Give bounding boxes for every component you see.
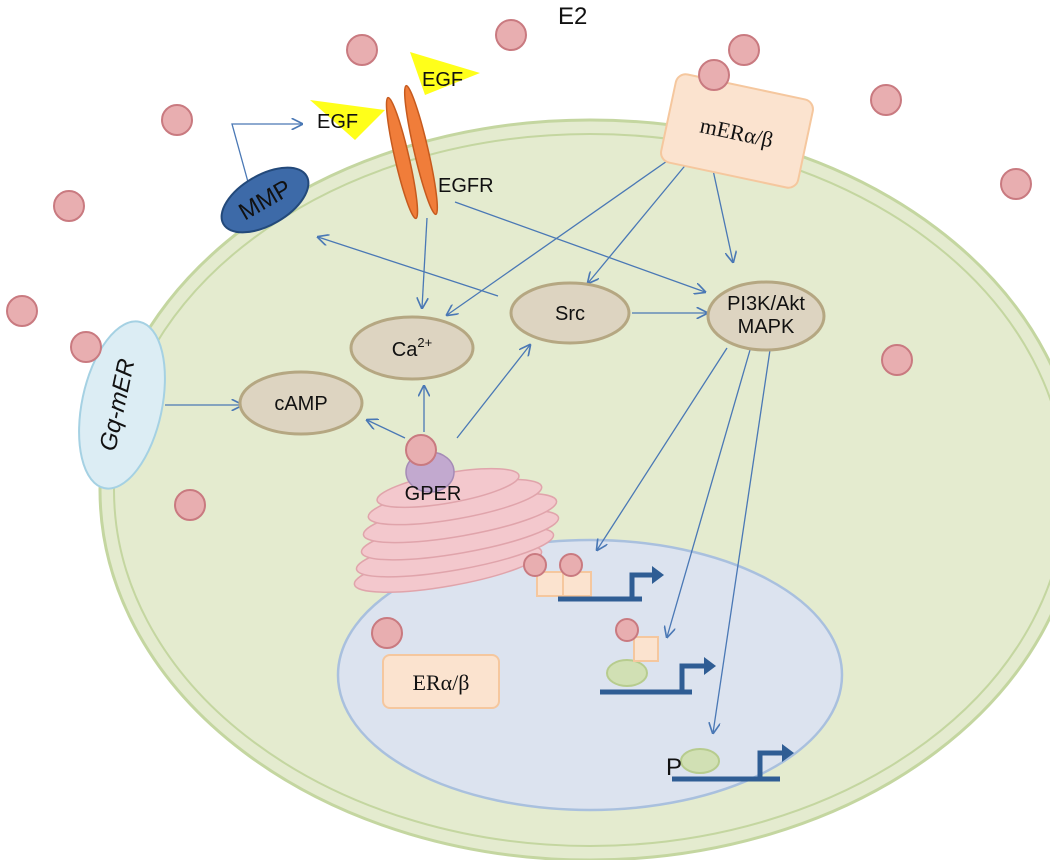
nuclear-er-box [382, 654, 500, 709]
egfr-label: EGFR [438, 175, 494, 197]
e2-molecule [728, 34, 760, 66]
arrow-egfr-to-pi3k [454, 201, 705, 292]
arrow-mer-to-src [588, 155, 694, 283]
e2-molecule [346, 34, 378, 66]
pi3k-mapk-node [706, 280, 826, 352]
gq-mer-receptor [78, 320, 166, 490]
e2-molecule [523, 553, 547, 577]
calcium-label-main: Ca [392, 339, 418, 361]
e2-molecule [161, 104, 193, 136]
arrow-src-to-mmp [318, 237, 499, 297]
arrow-mer-to-ca [447, 151, 681, 315]
pi3k-label-line2: MAPK [738, 316, 795, 338]
mmp-enzyme [220, 166, 310, 234]
nucleus [336, 538, 844, 812]
gene-tethered-complex [600, 636, 716, 695]
gper-label: GPER [405, 483, 462, 505]
phospho-label: P [666, 754, 682, 781]
egf-ligand-right [410, 52, 480, 95]
e2-molecule [53, 190, 85, 222]
e2-label: E2 [558, 3, 587, 30]
e2-molecule [70, 331, 102, 363]
e2-molecule [559, 553, 583, 577]
signaling-arrows [165, 124, 771, 733]
e2-molecule [405, 434, 437, 466]
e2-molecule [1000, 168, 1032, 200]
arrow-mer-to-pi3k [712, 169, 733, 262]
gene-phosphorylated-tf [672, 744, 794, 782]
calcium-label-superscript: 2+ [417, 335, 432, 350]
arrow-pi3k-to-gene2 [667, 349, 751, 637]
e2-molecules [6, 19, 1032, 649]
gene-er-dimer-complex [536, 566, 664, 602]
egf-label-left: EGF [317, 111, 358, 133]
cell-membrane-inner [113, 133, 1050, 847]
camp-node [238, 370, 364, 436]
egfr-receptor [385, 84, 439, 220]
pi3k-label-line1: PI3K/Akt [727, 293, 805, 315]
arrow-pi3k-to-gene3 [713, 349, 771, 733]
arrow-gper-to-camp [367, 420, 406, 439]
e2-molecule [698, 59, 730, 91]
arrow-egfr-to-ca [422, 217, 427, 308]
camp-label: cAMP [274, 393, 327, 415]
egf-label-right: EGF [422, 69, 463, 91]
nuclear-er-label: ERα/β [413, 670, 470, 695]
endoplasmic-reticulum [353, 467, 560, 593]
calcium-label: Ca2+ [392, 335, 432, 361]
e2-molecule [6, 295, 38, 327]
src-node [509, 281, 631, 345]
e2-molecule [615, 618, 639, 642]
src-label: Src [555, 303, 585, 325]
arrow-gper-to-src [456, 345, 530, 439]
e2-molecule [495, 19, 527, 51]
mer-receptor-box [660, 73, 814, 189]
e2-molecule [881, 344, 913, 376]
e2-molecule [174, 489, 206, 521]
e2-molecule [371, 617, 403, 649]
arrow-mmp-to-egf [231, 124, 302, 183]
calcium-node [349, 315, 475, 381]
egf-ligand-left [310, 100, 385, 140]
arrow-pi3k-to-gene1 [597, 347, 728, 550]
e2-molecule [870, 84, 902, 116]
